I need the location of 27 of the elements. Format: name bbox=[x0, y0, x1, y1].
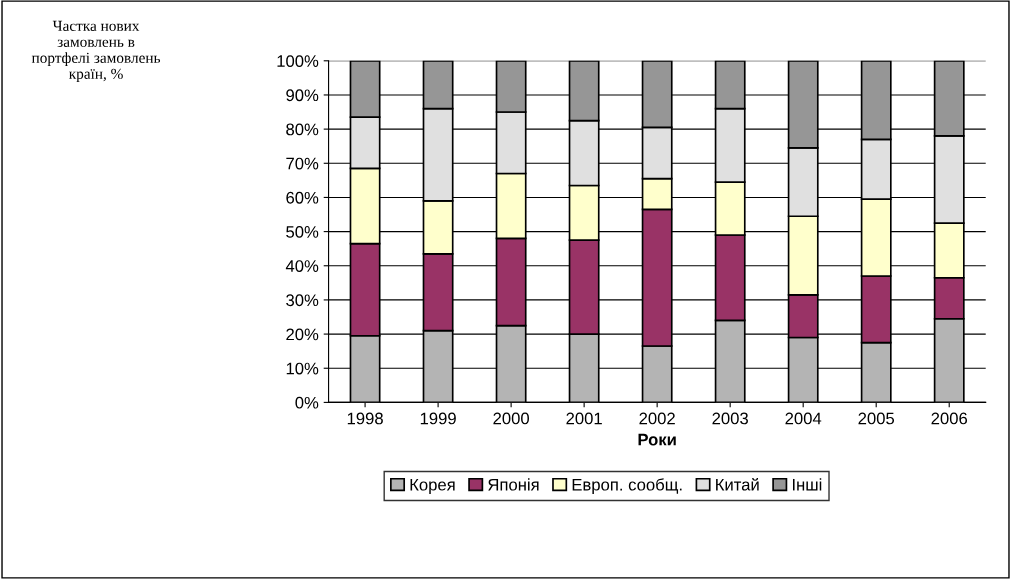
y-tick-label: 0% bbox=[295, 396, 319, 409]
legend-label: Японія bbox=[488, 478, 539, 491]
text: Частка нових замовлень в портфелі замовлень країн, % bbox=[31, 20, 161, 83]
x-tick-label: 1998 bbox=[347, 412, 383, 425]
x-axis-title: Роки bbox=[638, 433, 676, 446]
y-tick-label: 70% bbox=[286, 157, 319, 170]
x-tick-label: 2005 bbox=[858, 412, 895, 425]
legend-label: Корея bbox=[410, 478, 455, 494]
x-tick-label: 2000 bbox=[493, 412, 530, 425]
x-tick-label: 1999 bbox=[420, 412, 456, 425]
x-tick-label: 2006 bbox=[931, 412, 968, 425]
y-tick-label: 10% bbox=[286, 362, 319, 375]
y-tick-label: 20% bbox=[286, 328, 319, 341]
x-tick-label: 2002 bbox=[639, 412, 675, 425]
legend-label: Китай bbox=[716, 478, 759, 491]
x-tick-label: 2001 bbox=[566, 412, 602, 425]
x-tick-label: 2003 bbox=[712, 412, 748, 425]
y-tick-label: 40% bbox=[285, 260, 319, 272]
y-tick-label: 90% bbox=[286, 89, 319, 102]
legend-label: Европ. сообщ. bbox=[572, 478, 682, 494]
y-tick-label: 60% bbox=[286, 191, 319, 204]
y-tick-label: 100% bbox=[277, 55, 319, 67]
x-tick-label: 2004 bbox=[785, 412, 822, 425]
y-tick-label: 30% bbox=[286, 294, 319, 307]
legend-label: Інші bbox=[792, 478, 822, 491]
y-tick-label: 50% bbox=[286, 226, 319, 238]
y-tick-label: 80% bbox=[286, 123, 319, 136]
